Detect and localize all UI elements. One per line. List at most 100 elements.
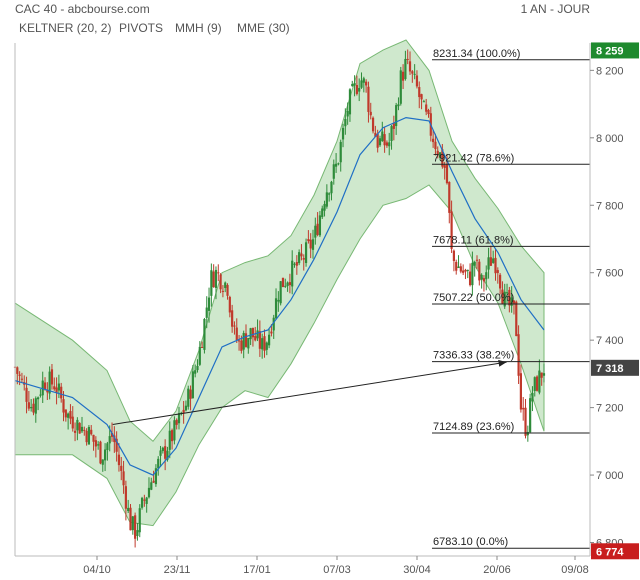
candle-body: [57, 383, 60, 391]
mme-30-line: [14, 116, 545, 476]
candle-body: [34, 398, 37, 414]
candle-body: [388, 142, 391, 147]
candle-body: [226, 284, 229, 296]
candle-body: [471, 262, 474, 286]
candle-body: [265, 342, 268, 350]
candle-body: [134, 515, 137, 539]
candle-body: [307, 239, 310, 242]
candle-body: [422, 101, 425, 103]
candle-body: [94, 440, 97, 447]
candle-body: [288, 282, 291, 286]
candle-body: [348, 89, 352, 115]
candle-body: [314, 225, 317, 238]
candle-body: [177, 413, 181, 424]
candle-body: [438, 152, 442, 158]
fib-level-label: 7507.22 (50.0%): [433, 292, 514, 304]
candle-body: [240, 340, 243, 351]
plot-area: 8231.34 (100.0%) 7921.42 (78.6%) 7678.11 (…: [13, 39, 590, 549]
candle-body: [27, 402, 30, 409]
candle-body: [390, 126, 393, 142]
candle-body: [203, 319, 206, 350]
x-tick-label: 09/08: [561, 564, 589, 576]
candle-body: [480, 274, 483, 280]
candle-body: [344, 118, 347, 127]
candle-body: [217, 272, 220, 274]
y-tick-label: 7 800: [596, 200, 624, 212]
high-price-badge: 8 259: [596, 45, 624, 57]
candle-body: [20, 378, 24, 380]
candle-body: [106, 443, 109, 451]
candle-body: [249, 328, 252, 340]
candle-body: [427, 109, 430, 115]
candle-body: [131, 516, 134, 531]
x-tick-label: 30/04: [403, 564, 431, 576]
candle-body: [339, 141, 342, 163]
candle-body: [397, 104, 400, 107]
candle-body: [270, 331, 273, 334]
candle-body: [395, 105, 398, 127]
chart-title: CAC 40 - abcbourse.com: [15, 2, 150, 16]
candle-body: [466, 269, 469, 271]
candle-body: [55, 387, 58, 393]
candle-body: [298, 252, 301, 264]
candle-body: [30, 406, 33, 409]
candle-body: [78, 423, 81, 434]
candle-body: [512, 300, 516, 304]
candle-body: [145, 497, 148, 504]
candle-body: [325, 192, 328, 207]
y-tick-label: 7 000: [596, 470, 624, 482]
candle-body: [378, 138, 382, 146]
candle-body: [92, 434, 95, 442]
candle-body: [18, 374, 21, 376]
legend-keltner: KELTNER (20, 2): [19, 21, 111, 35]
candle-body: [425, 104, 428, 112]
candle-body: [83, 429, 86, 431]
candle-body: [254, 335, 257, 341]
candle-body: [32, 403, 35, 413]
candle-body: [358, 87, 361, 92]
candle-body: [316, 223, 319, 235]
candle-body: [272, 317, 275, 331]
candle-body: [85, 430, 88, 443]
x-tick-label: 17/01: [243, 564, 271, 576]
candle-body: [392, 123, 395, 129]
candle-body: [478, 261, 481, 281]
candle-body: [122, 471, 125, 486]
fib-level-label: 6783.10 (0.0%): [433, 536, 508, 548]
candle-body: [455, 261, 458, 271]
candle-body: [524, 407, 527, 436]
candle-body: [445, 164, 449, 184]
candle-body: [143, 499, 146, 501]
candle-body: [519, 373, 522, 410]
candle-body: [323, 203, 326, 211]
candle-body: [67, 413, 70, 418]
candle-body: [48, 371, 51, 394]
candle-body: [277, 299, 280, 302]
fib-level-label: 7336.33 (38.2%): [433, 350, 514, 362]
candle-body: [434, 141, 437, 150]
x-tick-label: 04/10: [83, 564, 111, 576]
candle-body: [87, 426, 91, 445]
candle-body: [129, 507, 132, 531]
candle-body: [505, 292, 509, 294]
candle-body: [369, 111, 372, 116]
candle-body: [150, 482, 153, 490]
candle-body: [212, 271, 215, 288]
y-tick-label: 7 600: [596, 268, 624, 280]
candle-body: [113, 435, 116, 443]
candle-body: [263, 336, 266, 351]
candle-body: [337, 163, 340, 165]
candle-body: [448, 181, 451, 213]
low-price-badge-bg: [591, 543, 639, 560]
candle-body: [533, 377, 536, 391]
y-tick-label: 7 200: [596, 403, 624, 415]
candle-body: [408, 61, 412, 72]
candle-body: [43, 382, 47, 390]
candle-body: [184, 405, 188, 411]
candle-body: [147, 487, 151, 498]
candle-body: [457, 266, 460, 268]
candle-body: [473, 261, 476, 266]
candle-body: [526, 431, 529, 436]
candle-body: [383, 134, 386, 146]
